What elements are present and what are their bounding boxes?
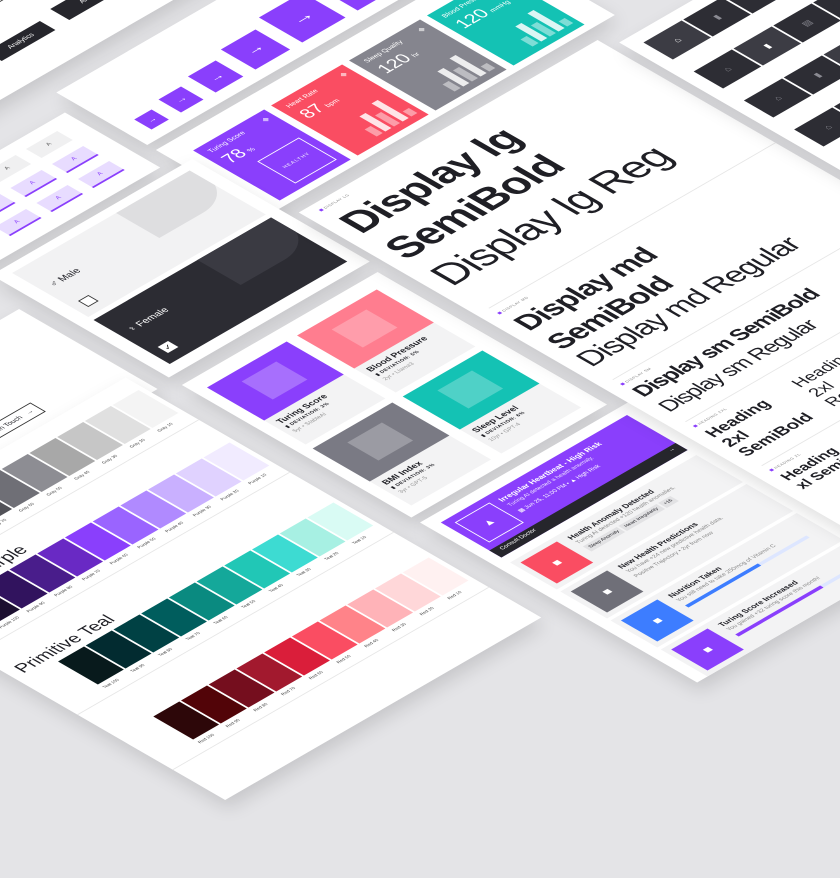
metric-unit: bpm: [323, 98, 342, 109]
metric-unit: mmHg: [488, 0, 513, 14]
arrow-button[interactable]: →: [158, 86, 204, 113]
analytics-button-outline[interactable]: Analytics: [0, 0, 4, 31]
tab[interactable]: A: [10, 170, 58, 197]
home-icon: ⌂: [720, 65, 735, 73]
home-icon: ⌂: [770, 94, 785, 102]
home-icon: ⌂: [670, 36, 684, 44]
swatch-label: Gray 70: [0, 517, 8, 529]
button-label: Get In Touch: [0, 414, 25, 438]
arrow-button[interactable]: →: [134, 109, 169, 130]
arrow-right-icon: →: [240, 41, 270, 58]
analytics-button-dark[interactable]: Analytics: [0, 21, 56, 61]
illustration-shape: [437, 370, 504, 409]
chart-icon: ▮: [710, 13, 724, 21]
analytics-button-dark[interactable]: Analytics: [50, 0, 136, 20]
tab[interactable]: A: [25, 131, 73, 158]
tab[interactable]: A: [77, 161, 125, 188]
female-label: ♀ Female: [124, 306, 173, 334]
tab[interactable]: A: [36, 185, 84, 212]
male-label: ♂ Male: [46, 267, 84, 289]
check-icon: ✓: [160, 342, 176, 352]
arrow-right-icon: →: [203, 69, 228, 84]
tab[interactable]: A: [51, 146, 99, 173]
arrow-right-icon: →: [23, 408, 36, 416]
arrow-right-icon: →: [666, 447, 678, 453]
arrow-right-icon: →: [171, 94, 191, 105]
arrow-right-icon: →: [144, 115, 159, 124]
chart-icon: ▮: [760, 42, 774, 50]
chart-icon: ▮: [810, 71, 824, 79]
nav-item[interactable]: ⌂: [794, 107, 840, 147]
arrow-right-icon: →: [283, 6, 320, 28]
isometric-showcase: AnalyticsAnalyticsAnalyticsAnalyticsAnal…: [0, 0, 840, 800]
illustration-shape: [331, 309, 398, 348]
illustration-shape: [241, 361, 308, 400]
illustration-shape: [347, 422, 414, 461]
badge-text: HEALTHY: [281, 151, 313, 170]
arrow-button[interactable]: →: [187, 60, 244, 93]
metric-unit: hr: [410, 51, 422, 59]
chat-icon: ▤: [798, 18, 815, 28]
metric-unit: %: [245, 146, 258, 154]
tab[interactable]: A: [0, 209, 42, 236]
arrow-button[interactable]: →: [258, 0, 346, 43]
male-checkbox[interactable]: [77, 295, 99, 307]
female-checkbox[interactable]: ✓: [157, 341, 179, 353]
home-icon: ⌂: [821, 123, 835, 131]
arrow-button[interactable]: →: [220, 29, 291, 70]
